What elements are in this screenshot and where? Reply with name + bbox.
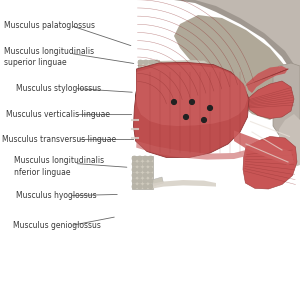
Circle shape	[172, 100, 176, 104]
Circle shape	[138, 184, 142, 189]
Circle shape	[143, 156, 147, 161]
Polygon shape	[138, 60, 204, 64]
Polygon shape	[248, 81, 294, 118]
Circle shape	[148, 168, 153, 172]
Circle shape	[138, 173, 142, 177]
Circle shape	[148, 184, 153, 189]
Circle shape	[144, 73, 148, 77]
Text: Musculus longitudinalis
superior linguae: Musculus longitudinalis superior linguae	[4, 47, 94, 67]
Polygon shape	[135, 62, 222, 123]
Circle shape	[144, 67, 148, 71]
Polygon shape	[138, 60, 159, 84]
Circle shape	[144, 60, 148, 64]
Polygon shape	[174, 0, 300, 90]
Circle shape	[132, 184, 137, 189]
Text: Musculus hyoglossus: Musculus hyoglossus	[16, 191, 97, 200]
Circle shape	[138, 162, 142, 166]
Circle shape	[143, 184, 147, 189]
Polygon shape	[152, 177, 164, 186]
Circle shape	[143, 179, 147, 183]
Circle shape	[138, 179, 142, 183]
Circle shape	[144, 80, 148, 84]
Circle shape	[132, 156, 137, 161]
Text: Musculus verticalis linguae: Musculus verticalis linguae	[6, 110, 110, 119]
Polygon shape	[138, 61, 210, 69]
Circle shape	[148, 162, 153, 166]
Polygon shape	[279, 114, 300, 168]
Circle shape	[154, 80, 159, 84]
Polygon shape	[195, 0, 300, 84]
Circle shape	[138, 67, 142, 71]
Text: Musculus palatoglossus: Musculus palatoglossus	[4, 21, 95, 30]
Text: Musculus transversus linguae: Musculus transversus linguae	[2, 135, 116, 144]
Circle shape	[154, 67, 159, 71]
Polygon shape	[243, 136, 297, 189]
Circle shape	[184, 115, 188, 119]
Circle shape	[138, 168, 142, 172]
Polygon shape	[136, 65, 248, 126]
Circle shape	[154, 60, 159, 64]
Circle shape	[149, 73, 153, 77]
Circle shape	[154, 73, 159, 77]
Circle shape	[138, 73, 142, 77]
Circle shape	[132, 173, 137, 177]
Text: Musculus styloglossus: Musculus styloglossus	[16, 84, 102, 93]
Circle shape	[143, 162, 147, 166]
Polygon shape	[273, 63, 300, 138]
Circle shape	[149, 60, 153, 64]
Circle shape	[132, 179, 137, 183]
Circle shape	[132, 168, 137, 172]
Text: Musculus longitudinalis
nferior linguae: Musculus longitudinalis nferior linguae	[14, 156, 104, 176]
Polygon shape	[132, 156, 153, 189]
Circle shape	[148, 173, 153, 177]
Circle shape	[143, 173, 147, 177]
Circle shape	[132, 162, 137, 166]
Circle shape	[138, 80, 142, 84]
Circle shape	[143, 168, 147, 172]
Circle shape	[202, 118, 206, 122]
Circle shape	[138, 60, 142, 64]
Circle shape	[138, 156, 142, 161]
Polygon shape	[234, 130, 294, 165]
Circle shape	[148, 156, 153, 161]
Circle shape	[190, 100, 194, 104]
Circle shape	[149, 67, 153, 71]
Polygon shape	[134, 62, 249, 158]
Circle shape	[148, 179, 153, 183]
Polygon shape	[153, 180, 216, 188]
Circle shape	[208, 106, 212, 110]
Polygon shape	[174, 15, 294, 120]
Circle shape	[149, 80, 153, 84]
Polygon shape	[136, 141, 247, 160]
Text: Musculus genioglossus: Musculus genioglossus	[13, 221, 100, 230]
Polygon shape	[246, 66, 288, 93]
